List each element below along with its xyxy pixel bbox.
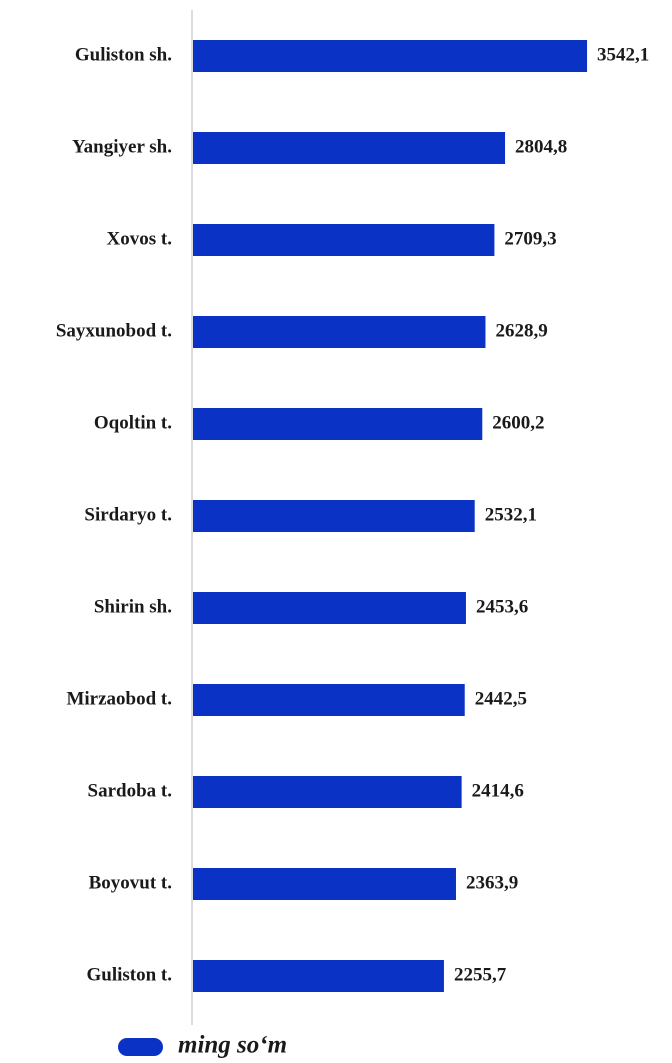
value-label: 2442,5 <box>475 688 527 709</box>
value-label: 2804,8 <box>515 136 567 157</box>
value-label: 2532,1 <box>485 504 537 525</box>
value-label: 2600,2 <box>492 412 544 433</box>
bar <box>193 408 483 440</box>
category-label: Sayxunobod t. <box>56 320 172 341</box>
value-label: 2363,9 <box>466 872 518 893</box>
category-label: Yangiyer sh. <box>72 136 172 157</box>
category-label: Sardoba t. <box>88 780 172 801</box>
bar <box>193 776 462 808</box>
bar <box>193 592 466 624</box>
legend-label: ming so‘m <box>178 1032 287 1059</box>
value-label: 2709,3 <box>504 228 556 249</box>
bar <box>193 132 506 164</box>
category-label: Shirin sh. <box>94 596 172 617</box>
bar <box>193 500 475 532</box>
category-label: Guliston sh. <box>75 44 172 65</box>
bar <box>193 960 444 992</box>
category-label: Oqoltin t. <box>94 412 172 433</box>
bar <box>193 316 486 348</box>
value-label: 2414,6 <box>472 780 524 801</box>
value-label: 3542,1 <box>597 44 649 65</box>
bar <box>193 224 495 256</box>
value-label: 2628,9 <box>495 320 547 341</box>
legend-swatch <box>118 1038 163 1056</box>
category-label: Xovos t. <box>107 228 172 249</box>
value-label: 2255,7 <box>454 964 507 985</box>
bar <box>193 868 456 900</box>
category-label: Sirdaryo t. <box>84 504 172 525</box>
bar <box>193 684 465 716</box>
category-label: Guliston t. <box>86 964 172 985</box>
category-label: Boyovut t. <box>89 872 172 893</box>
bar <box>193 40 588 72</box>
value-label: 2453,6 <box>476 596 528 617</box>
category-label: Mirzaobod t. <box>66 688 172 709</box>
